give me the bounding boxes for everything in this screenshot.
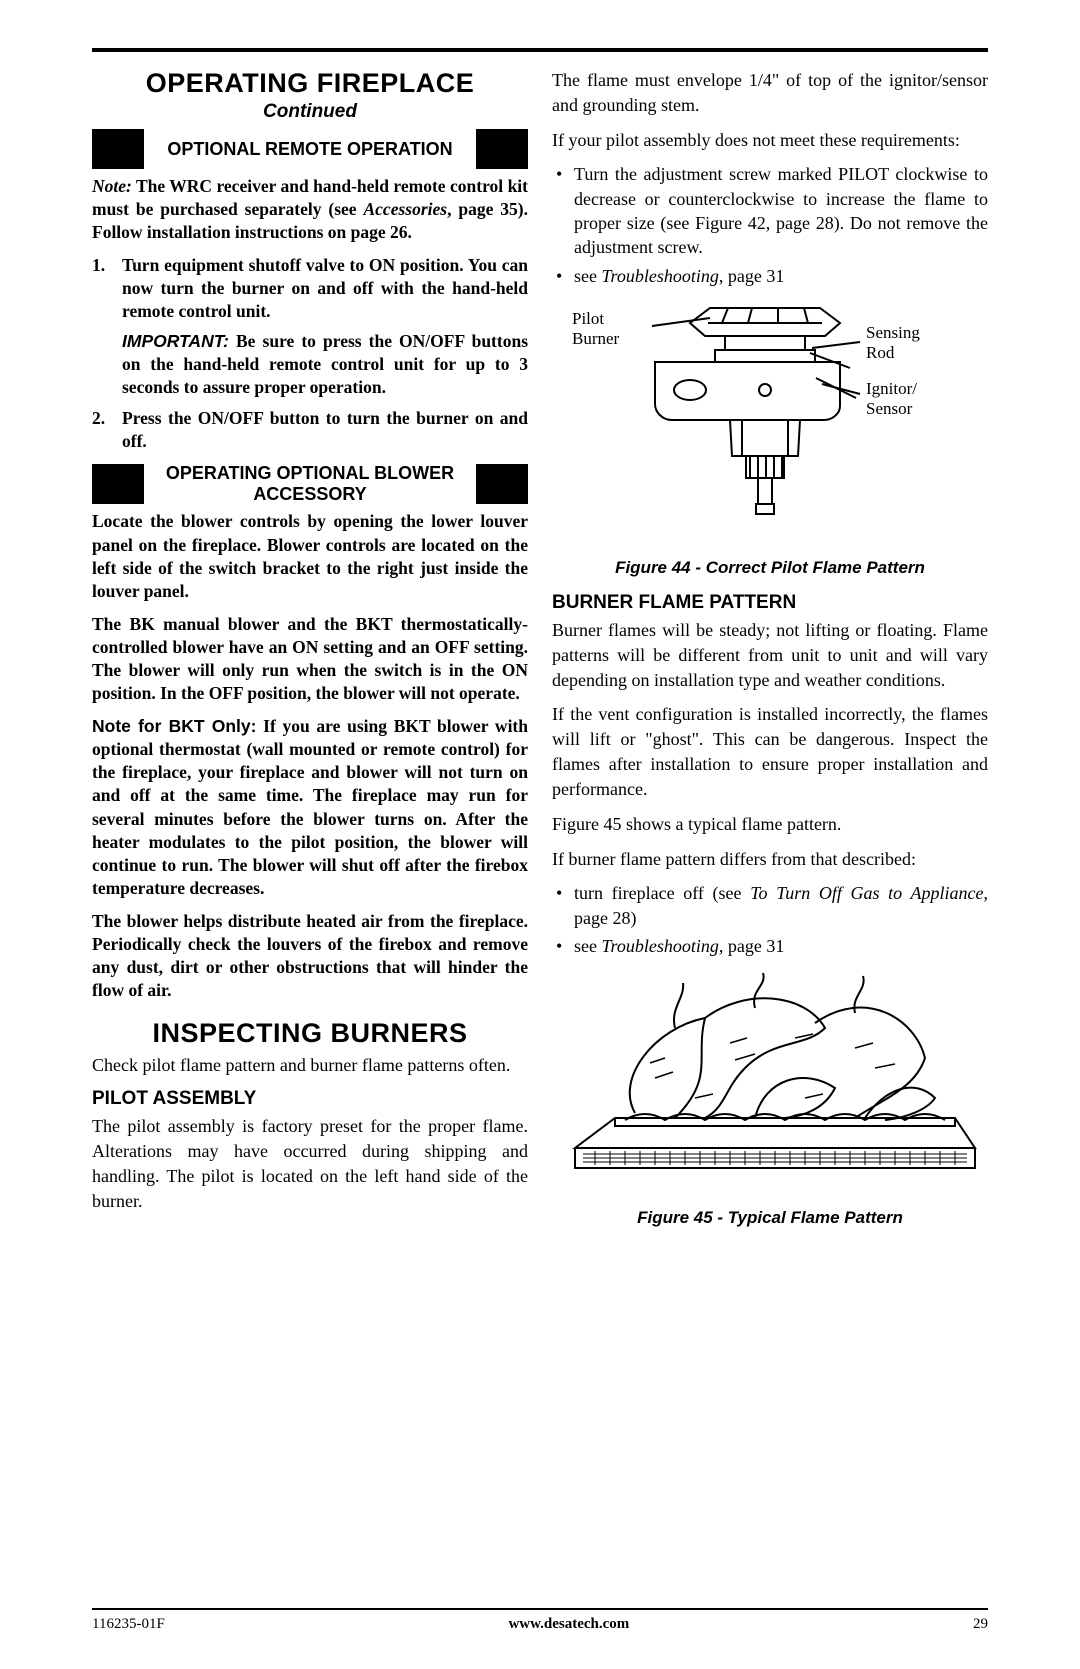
- bullet-text-c: , page 31: [719, 936, 784, 956]
- pilot-requirements-intro: If your pilot assembly does not meet the…: [552, 128, 988, 153]
- troubleshooting-ref: Troubleshooting: [601, 266, 718, 286]
- page-footer: 116235-01F www.desatech.com 29: [92, 1608, 988, 1633]
- content-columns: OPERATING FIREPLACE Continued OPTIONAL R…: [92, 68, 988, 1242]
- bullet-troubleshooting-2: see Troubleshooting, page 31: [552, 934, 988, 958]
- banner-block-left: [92, 129, 144, 169]
- footer-row: 116235-01F www.desatech.com 29: [92, 1616, 988, 1633]
- banner-block-left: [92, 464, 144, 504]
- heading-pilot-assembly: PILOT ASSEMBLY: [92, 1088, 528, 1110]
- important-label: IMPORTANT:: [122, 331, 229, 351]
- note-label: Note:: [92, 176, 132, 196]
- blower-paragraph-2: The BK manual blower and the BKT thermos…: [92, 613, 528, 705]
- burner-paragraph-3: Figure 45 shows a typical flame pattern.: [552, 812, 988, 837]
- figure-45-diagram: [552, 968, 988, 1198]
- flame-pattern-svg: [555, 968, 985, 1198]
- bullet-text-a: turn fireplace off (see: [574, 883, 750, 903]
- pilot-requirements-list: Turn the adjustment screw marked PILOT c…: [552, 162, 988, 287]
- label-pilot-burner: Pilot Burner: [572, 309, 620, 348]
- burner-paragraph-1: Burner flames will be steady; not liftin…: [552, 618, 988, 692]
- blower-paragraph-4: The blower helps distribute heated air f…: [92, 910, 528, 1002]
- inspect-paragraph: Check pilot flame pattern and burner fla…: [92, 1053, 528, 1078]
- left-column: OPERATING FIREPLACE Continued OPTIONAL R…: [92, 68, 528, 1242]
- step-1-important: IMPORTANT: Be sure to press the ON/OFF b…: [122, 330, 528, 399]
- heading-inspecting-burners: INSPECTING BURNERS: [92, 1018, 528, 1049]
- turn-off-ref: To Turn Off Gas to Appliance: [750, 883, 983, 903]
- banner-title: OPERATING OPTIONAL BLOWER ACCESSORY: [144, 463, 476, 504]
- step-1: Turn equipment shutoff valve to ON posit…: [92, 254, 528, 399]
- blower-paragraph-1: Locate the blower controls by opening th…: [92, 510, 528, 602]
- footer-doc-number: 116235-01F: [92, 1616, 165, 1633]
- pilot-paragraph: The pilot assembly is factory preset for…: [92, 1114, 528, 1213]
- top-rule: [92, 48, 988, 52]
- figure-44-caption: Figure 44 - Correct Pilot Flame Pattern: [552, 558, 988, 578]
- flame-envelope-paragraph: The flame must envelope 1/4" of top of t…: [552, 68, 988, 118]
- bullet-turn-off: turn fireplace off (see To Turn Off Gas …: [552, 881, 988, 930]
- steps-list: Turn equipment shutoff valve to ON posit…: [92, 254, 528, 453]
- banner-title: OPTIONAL REMOTE OPERATION: [144, 139, 476, 160]
- banner-blower-accessory: OPERATING OPTIONAL BLOWER ACCESSORY: [92, 463, 528, 504]
- banner-block-right: [476, 464, 528, 504]
- bullet-text-a: see: [574, 266, 601, 286]
- footer-page-number: 29: [973, 1616, 988, 1633]
- figure-44-diagram: Pilot Burner Sensing Rod Ignitor/ Sensor: [552, 298, 988, 548]
- label-ignitor-sensor: Ignitor/ Sensor: [866, 379, 921, 418]
- bullet-text-c: , page 31: [719, 266, 784, 286]
- step-1-text: Turn equipment shutoff valve to ON posit…: [122, 255, 528, 321]
- bullet-text-a: see: [574, 936, 601, 956]
- note-paragraph: Note: The WRC receiver and hand-held rem…: [92, 175, 528, 244]
- blower-paragraph-3: Note for BKT Only: If you are using BKT …: [92, 715, 528, 900]
- heading-operating-fireplace: OPERATING FIREPLACE: [92, 68, 528, 99]
- banner-block-right: [476, 129, 528, 169]
- bkt-label: Note for BKT Only:: [92, 716, 256, 736]
- banner-optional-remote: OPTIONAL REMOTE OPERATION: [92, 129, 528, 169]
- footer-url: www.desatech.com: [508, 1616, 629, 1633]
- label-sensing-rod: Sensing Rod: [866, 323, 924, 362]
- step-2: Press the ON/OFF button to turn the burn…: [92, 407, 528, 453]
- heading-burner-flame-pattern: BURNER FLAME PATTERN: [552, 592, 988, 614]
- troubleshooting-ref: Troubleshooting: [601, 936, 718, 956]
- right-column: The flame must envelope 1/4" of top of t…: [552, 68, 988, 1242]
- bullet-troubleshooting-1: see Troubleshooting, page 31: [552, 264, 988, 288]
- figure-45-caption: Figure 45 - Typical Flame Pattern: [552, 1208, 988, 1228]
- pilot-burner-svg: Pilot Burner Sensing Rod Ignitor/ Sensor: [560, 298, 980, 548]
- bullet-adjust-screw: Turn the adjustment screw marked PILOT c…: [552, 162, 988, 259]
- burner-paragraph-4: If burner flame pattern differs from tha…: [552, 847, 988, 872]
- bkt-text: If you are using BKT blower with optiona…: [92, 716, 528, 898]
- continued-label: Continued: [92, 101, 528, 123]
- note-accessories-ref: Accessories: [363, 199, 447, 219]
- footer-rule: [92, 1608, 988, 1610]
- burner-differ-list: turn fireplace off (see To Turn Off Gas …: [552, 881, 988, 958]
- burner-paragraph-2: If the vent configuration is installed i…: [552, 702, 988, 801]
